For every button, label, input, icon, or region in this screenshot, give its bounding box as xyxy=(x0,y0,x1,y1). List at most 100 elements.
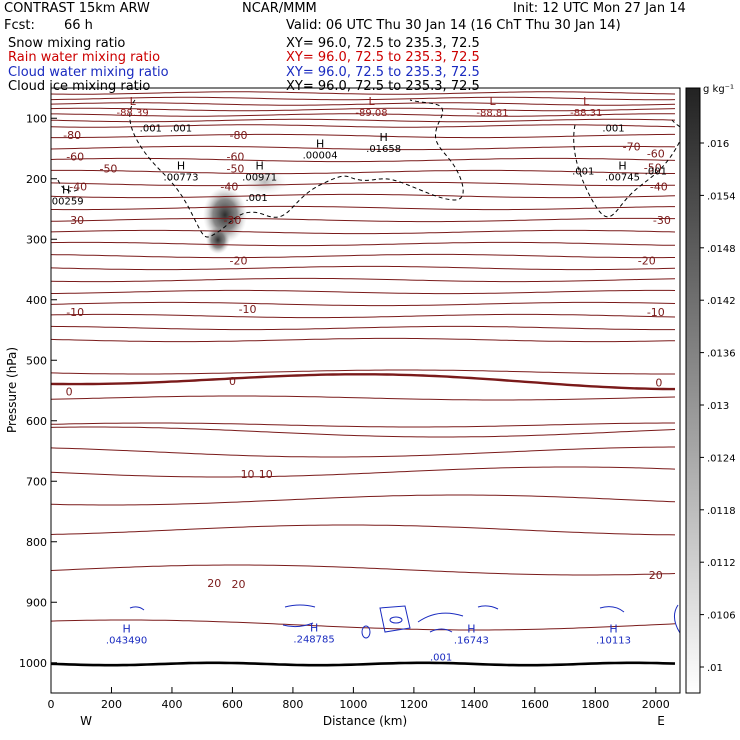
cw-contour-2 xyxy=(282,604,316,628)
contour-value-label: .001 xyxy=(170,123,192,134)
x-end-west: W xyxy=(80,714,92,728)
temperature-label: -20 xyxy=(230,254,248,267)
extremum-marker: L xyxy=(583,95,590,108)
init-time: Init: 12 UTC Mon 27 Jan 14 xyxy=(513,1,686,16)
temperature-label: -10 xyxy=(647,306,665,319)
cloud-water-contours xyxy=(129,604,680,639)
isotherm xyxy=(51,289,676,295)
isotherm xyxy=(51,169,675,175)
isotherm xyxy=(51,193,676,199)
x-tick-label: 200 xyxy=(101,698,122,711)
x-tick-label: 1400 xyxy=(460,698,488,711)
cw-contour-3 xyxy=(379,605,411,633)
isotherm xyxy=(51,301,676,307)
isotherm xyxy=(51,369,675,375)
extremum-marker: H xyxy=(467,623,475,636)
field-name-cloudice: Cloud ice mixing ratio xyxy=(8,79,151,94)
colorbar-tick-label: .01 xyxy=(707,663,723,674)
isotherm xyxy=(51,217,675,223)
isotherm xyxy=(51,229,676,235)
fcst-label: Fcst: xyxy=(4,18,35,33)
temperature-label: 10 xyxy=(241,468,255,481)
isotherm xyxy=(51,133,675,139)
isotherm xyxy=(51,181,676,187)
colorbar-tick-label: .0136 xyxy=(707,349,736,360)
ice-contour-east xyxy=(573,119,680,218)
colorbar-tick-label: .0148 xyxy=(707,244,736,255)
y-tick-label: 500 xyxy=(26,354,47,367)
y-axis-label: Pressure (hPa) xyxy=(5,347,19,433)
x-tick-label: 800 xyxy=(282,698,303,711)
field-name-cloudwater: Cloud water mixing ratio xyxy=(8,65,169,80)
extremum-value: .00259 xyxy=(49,196,84,207)
isotherm xyxy=(51,564,676,576)
extremum-marker: L xyxy=(130,95,137,108)
cw-contour-9 xyxy=(674,604,680,634)
cw-contour-5 xyxy=(361,625,371,639)
x-tick-label: 400 xyxy=(161,698,182,711)
contour-value-label: .001 xyxy=(572,166,594,177)
temperature-label: -50 xyxy=(644,161,662,174)
fcst-value: 66 h xyxy=(64,18,93,33)
isotherm xyxy=(51,265,676,271)
extremum-value: .00004 xyxy=(303,150,338,161)
x-tick-label: 1600 xyxy=(521,698,549,711)
colorbar: g kg⁻¹ .016 .0154 .0148 .0142 .0136 .013 .0124… xyxy=(685,84,736,694)
extremum-marker: H xyxy=(609,623,617,636)
model-title: CONTRAST 15km ARW xyxy=(4,1,150,16)
temperature-label: -70 xyxy=(623,141,641,154)
isotherm xyxy=(51,325,675,331)
extrema-labels: -80 -80-70-60 -60 -60-50 -50 -50-40 -40 -40-30-… xyxy=(49,95,671,664)
colorbar-tick-label: .0142 xyxy=(707,296,736,307)
isotherm xyxy=(51,422,675,428)
isotherm xyxy=(51,337,676,343)
temperature-label: 10 xyxy=(259,468,273,481)
cw-contour-8 xyxy=(599,606,625,613)
x-tick-label: 0 xyxy=(48,698,55,711)
extremum-marker: H xyxy=(380,131,388,144)
extremum-marker: H xyxy=(618,160,626,173)
isotherm xyxy=(51,124,676,128)
colorbar-ramp xyxy=(685,87,701,694)
ice-contour-small xyxy=(57,179,81,192)
field-xy-cloudice: XY= 96.0, 72.5 to 235.3, 72.5 xyxy=(286,79,480,94)
snow-shading xyxy=(203,168,287,254)
extremum-marker: H xyxy=(62,183,70,196)
contour-value-label: .001 xyxy=(430,653,452,664)
extremum-value: .00773 xyxy=(164,173,199,184)
temperature-label: -60 xyxy=(66,150,84,163)
temperature-label: -40 xyxy=(650,181,668,194)
isotherm xyxy=(51,241,675,247)
extremum-marker: H xyxy=(177,160,185,173)
temperature-label: 0 xyxy=(655,377,662,390)
isotherm xyxy=(51,253,675,259)
extremum-value: .01658 xyxy=(366,144,401,155)
extremum-marker: H xyxy=(316,137,324,150)
cw-contour-1 xyxy=(129,606,145,611)
isotherm xyxy=(51,205,675,211)
temperature-label: -60 xyxy=(226,150,244,163)
colorbar-unit: g kg⁻¹ xyxy=(703,84,734,95)
isotherm xyxy=(51,113,675,117)
extremum-marker: L xyxy=(489,95,496,108)
contour-value-label: .001 xyxy=(140,123,162,134)
isotherm xyxy=(51,524,676,536)
temperature-label: -50 xyxy=(226,162,244,175)
field-xy-snow: XY= 96.0, 72.5 to 235.3, 72.5 xyxy=(286,36,480,51)
surface-line xyxy=(51,661,676,667)
extremum-value: -88.31 xyxy=(570,108,602,119)
temperature-label: -80 xyxy=(63,129,81,142)
isotherm xyxy=(51,91,676,95)
isotherm xyxy=(51,426,676,438)
y-tick-label: 800 xyxy=(26,536,47,549)
isotherm xyxy=(51,118,676,123)
temperature-label: 0 xyxy=(66,386,73,399)
temperature-contours xyxy=(51,91,676,667)
ice-contour-west xyxy=(129,99,464,238)
temperature-label: 0 xyxy=(229,375,236,388)
x-axis-label: Distance (km) xyxy=(323,714,407,728)
colorbar-tick-label: .0154 xyxy=(707,191,736,202)
extremum-value: .00971 xyxy=(242,173,277,184)
extremum-value: -89.08 xyxy=(355,108,387,119)
